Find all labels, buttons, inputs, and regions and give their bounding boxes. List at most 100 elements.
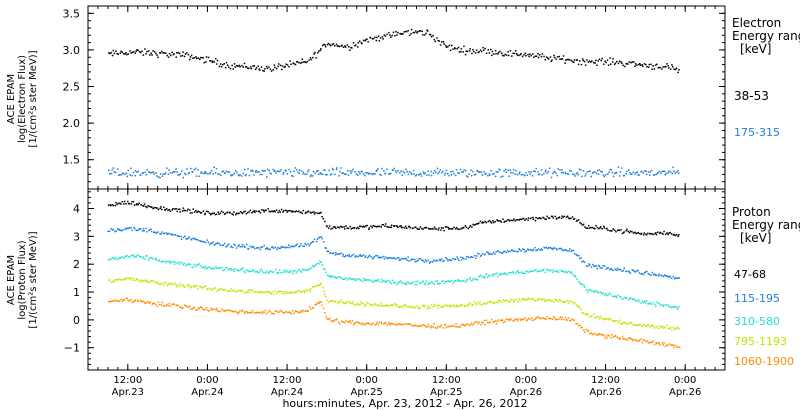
data-point	[309, 175, 312, 178]
data-point	[262, 69, 264, 72]
data-point	[134, 170, 137, 172]
data-point	[358, 278, 360, 280]
data-point	[109, 173, 111, 175]
data-point	[394, 303, 396, 305]
data-point	[443, 282, 446, 285]
data-point	[476, 279, 479, 281]
data-point	[345, 173, 347, 175]
data-point	[119, 278, 122, 281]
data-point	[664, 233, 667, 236]
data-point	[179, 283, 182, 285]
data-point	[507, 169, 509, 171]
data-point	[164, 52, 167, 54]
data-point	[286, 271, 289, 273]
data-point	[239, 66, 241, 68]
data-point	[306, 60, 308, 63]
data-point	[256, 247, 258, 249]
data-point	[453, 280, 456, 283]
data-point	[251, 289, 254, 291]
data-point	[521, 272, 524, 274]
data-point	[400, 170, 402, 172]
proton-legend-795-1193: 795-1193	[734, 335, 787, 348]
data-point	[509, 300, 511, 302]
data-point	[629, 171, 631, 174]
data-point	[612, 336, 615, 338]
data-point	[540, 248, 542, 250]
data-point	[341, 278, 344, 281]
data-point	[370, 323, 372, 325]
data-point	[108, 52, 110, 54]
data-point	[460, 304, 462, 306]
data-point	[466, 278, 469, 281]
data-point	[590, 61, 592, 63]
data-point	[203, 267, 206, 269]
data-point	[458, 305, 460, 307]
data-point	[303, 245, 305, 248]
data-point	[361, 322, 364, 324]
data-point	[219, 310, 222, 313]
data-point	[569, 248, 571, 250]
data-point	[479, 274, 481, 277]
data-point	[655, 233, 658, 236]
data-point	[537, 270, 540, 272]
data-point	[617, 294, 619, 297]
data-point	[230, 309, 232, 312]
data-point	[669, 171, 672, 173]
data-point	[130, 52, 132, 54]
data-point	[667, 328, 670, 330]
data-point	[496, 219, 498, 221]
data-point	[228, 66, 230, 68]
data-point	[668, 170, 670, 172]
data-point	[276, 67, 278, 70]
proton-ytick-label: −1	[64, 342, 80, 355]
data-point	[328, 225, 331, 227]
data-point	[513, 250, 515, 252]
data-point	[129, 50, 131, 52]
data-point	[497, 171, 499, 173]
data-point	[484, 275, 486, 278]
data-point	[333, 320, 335, 323]
data-point	[122, 299, 125, 301]
data-point	[238, 244, 240, 246]
data-point	[136, 278, 138, 281]
data-point	[610, 267, 612, 270]
data-point	[139, 51, 142, 54]
data-point	[374, 324, 376, 326]
data-point	[623, 174, 625, 177]
data-point	[531, 175, 534, 177]
data-point	[582, 312, 585, 314]
data-point	[395, 281, 397, 284]
data-point	[421, 30, 423, 33]
data-point	[566, 272, 568, 274]
data-point	[148, 281, 151, 283]
data-point	[487, 174, 489, 177]
data-point	[628, 270, 630, 272]
data-point	[112, 281, 114, 283]
data-point	[352, 168, 354, 171]
data-point	[302, 245, 304, 247]
data-point	[126, 297, 128, 300]
data-point	[252, 309, 254, 312]
data-point	[648, 63, 650, 66]
data-point	[190, 167, 192, 170]
data-point	[266, 270, 268, 272]
data-point	[180, 235, 182, 238]
data-point	[575, 275, 577, 278]
data-point	[555, 172, 557, 174]
data-point	[460, 259, 463, 261]
data-point	[475, 49, 478, 51]
data-point	[528, 55, 530, 58]
data-point	[325, 295, 327, 298]
data-point	[611, 319, 613, 322]
data-point	[566, 58, 568, 61]
data-point	[139, 280, 141, 283]
data-point	[275, 292, 278, 295]
data-point	[226, 245, 228, 247]
data-point	[551, 172, 554, 175]
data-point	[367, 173, 370, 175]
data-point	[202, 266, 205, 268]
data-point	[592, 171, 595, 174]
data-point	[286, 209, 288, 212]
data-point	[647, 273, 649, 275]
data-point	[417, 307, 420, 310]
